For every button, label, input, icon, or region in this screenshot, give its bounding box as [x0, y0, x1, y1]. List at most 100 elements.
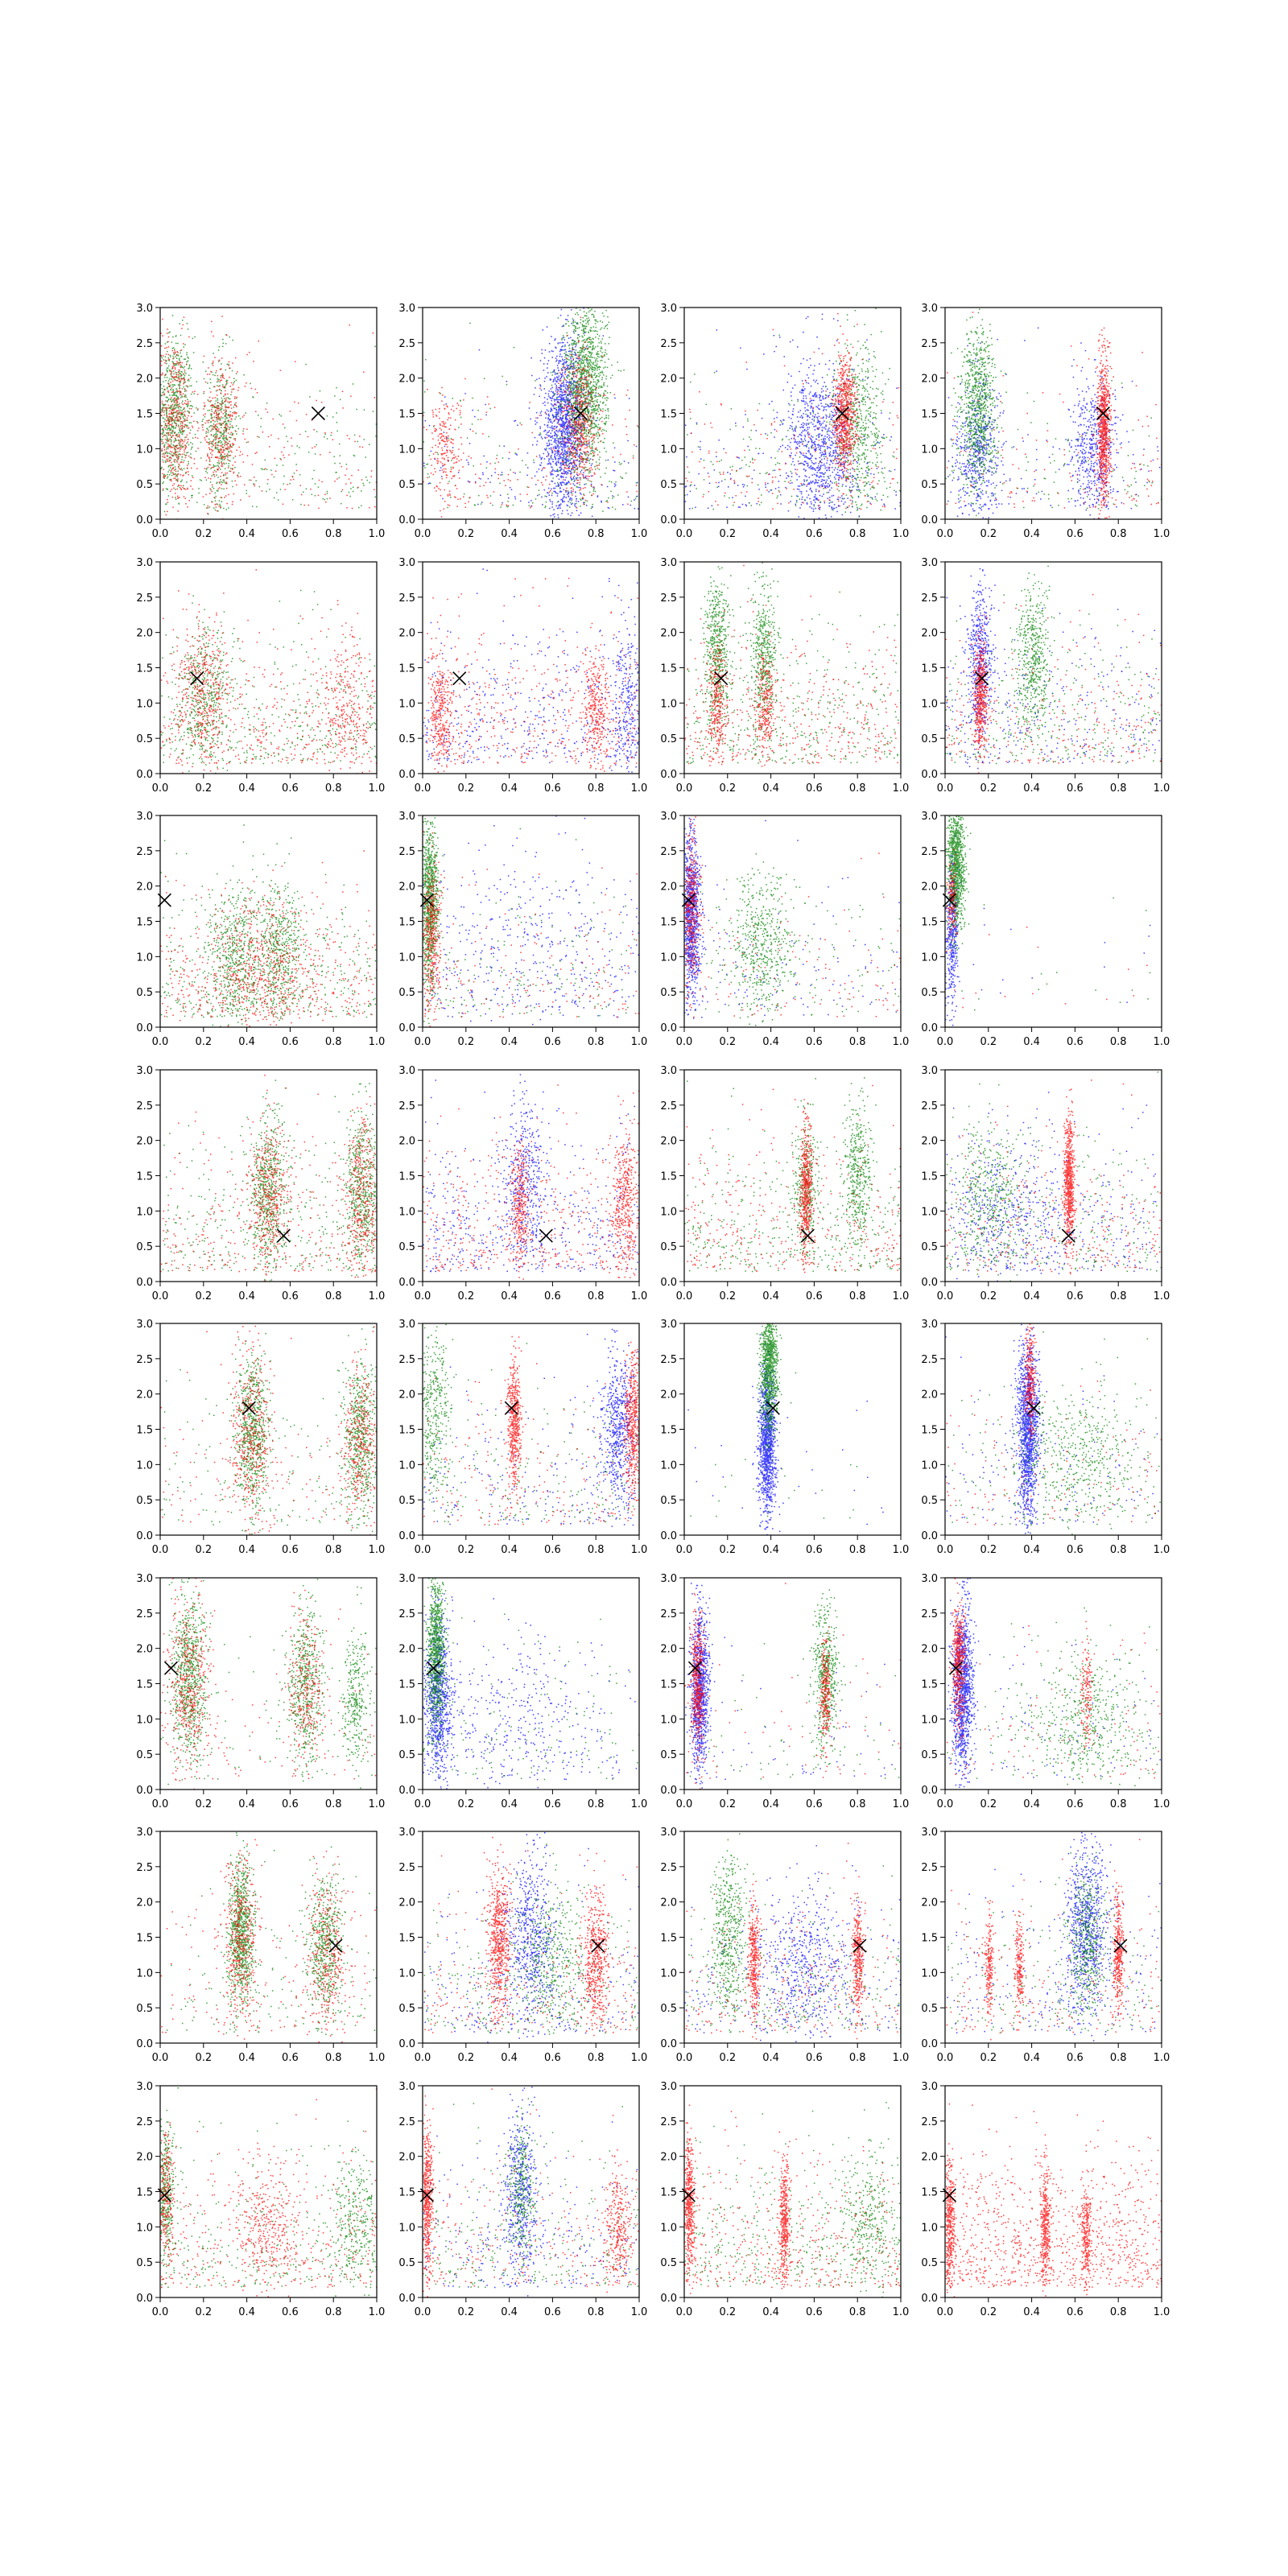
- x-tick-label: 0.0: [676, 1036, 693, 1048]
- y-tick-label: 1.5: [398, 1679, 415, 1691]
- y-tick-label: 0.0: [136, 2038, 153, 2050]
- y-tick-label: 0.5: [398, 479, 415, 491]
- x-tick-label: 0.6: [544, 1290, 561, 1302]
- y-tick-label: 0.0: [398, 2293, 415, 2305]
- x-tick-label: 0.6: [1067, 1290, 1084, 1302]
- y-tick-label: 1.0: [398, 698, 415, 710]
- y-tick-label: 1.5: [136, 2187, 153, 2199]
- x-tick-label: 1.0: [1154, 2052, 1170, 2064]
- y-tick-label: 0.0: [398, 1785, 415, 1797]
- y-tick-label: 2.0: [660, 1897, 677, 1909]
- y-tick-label: 2.5: [398, 1100, 415, 1113]
- y-tick-label: 1.0: [136, 2222, 153, 2234]
- x-tick-label: 0.6: [806, 1290, 823, 1302]
- y-tick-label: 2.0: [398, 374, 415, 386]
- x-tick-label: 0.8: [325, 1036, 342, 1048]
- y-tick-label: 1.0: [136, 444, 153, 456]
- y-tick-label: 0.5: [921, 987, 938, 999]
- y-tick-label: 0.5: [660, 2257, 677, 2269]
- y-tick-label: 2.5: [398, 2116, 415, 2128]
- y-tick-label: 2.0: [398, 2152, 415, 2164]
- y-tick-label: 2.0: [136, 2152, 153, 2164]
- x-tick-label: 0.6: [1067, 1798, 1084, 1810]
- x-tick-label: 0.8: [1110, 1290, 1127, 1302]
- x-tick-label: 1.0: [893, 1544, 910, 1556]
- y-tick-label: 3.0: [398, 1319, 415, 1331]
- y-tick-label: 3.0: [660, 1319, 677, 1331]
- y-tick-label: 2.5: [660, 1354, 677, 1366]
- x-tick-label: 0.6: [544, 2052, 561, 2064]
- x-tick-label: 1.0: [369, 1290, 386, 1302]
- y-tick-label: 1.5: [921, 409, 938, 421]
- y-tick-label: 2.5: [660, 338, 677, 350]
- y-tick-label: 0.5: [660, 987, 677, 999]
- x-tick-label: 0.6: [282, 1544, 299, 1556]
- y-tick-label: 0.5: [921, 1241, 938, 1253]
- x-tick-label: 0.4: [1023, 1036, 1040, 1048]
- y-tick-label: 1.5: [660, 409, 677, 421]
- x-tick-label: 1.0: [893, 528, 910, 540]
- y-tick-label: 1.0: [136, 1459, 153, 1472]
- y-tick-label: 0.0: [660, 1785, 677, 1797]
- x-tick-label: 1.0: [631, 1798, 648, 1810]
- x-tick-label: 0.4: [501, 528, 518, 540]
- x-tick-label: 0.2: [457, 1798, 474, 1810]
- y-tick-label: 3.0: [921, 1573, 938, 1585]
- x-tick-label: 0.8: [1110, 1544, 1127, 1556]
- x-tick-label: 0.2: [195, 528, 212, 540]
- x-tick-label: 0.0: [676, 782, 693, 795]
- y-tick-label: 3.0: [136, 1065, 153, 1077]
- y-tick-label: 1.5: [660, 1425, 677, 1437]
- y-tick-label: 3.0: [136, 2081, 153, 2093]
- x-tick-label: 0.8: [588, 528, 605, 540]
- x-tick-label: 0.2: [195, 782, 212, 795]
- y-tick-label: 0.0: [921, 1530, 938, 1542]
- y-tick-label: 2.0: [398, 1389, 415, 1402]
- y-tick-label: 1.0: [136, 1714, 153, 1726]
- x-tick-label: 0.0: [415, 1290, 431, 1302]
- x-tick-label: 0.0: [676, 1798, 693, 1810]
- x-tick-label: 0.0: [152, 1544, 169, 1556]
- x-tick-label: 0.2: [719, 528, 736, 540]
- x-tick-label: 0.6: [282, 782, 299, 795]
- y-tick-label: 1.5: [398, 917, 415, 929]
- y-tick-label: 2.0: [660, 2152, 677, 2164]
- x-tick-label: 0.8: [588, 1036, 605, 1048]
- y-tick-label: 1.0: [660, 1459, 677, 1472]
- y-tick-label: 2.5: [921, 1862, 938, 1874]
- y-tick-label: 2.5: [921, 592, 938, 605]
- y-tick-label: 2.5: [660, 1862, 677, 1874]
- x-tick-label: 0.4: [762, 528, 779, 540]
- x-tick-label: 0.0: [152, 1290, 169, 1302]
- x-tick-label: 0.6: [806, 1036, 823, 1048]
- y-tick-label: 0.5: [398, 733, 415, 745]
- x-tick-label: 1.0: [893, 2306, 910, 2318]
- y-tick-label: 2.0: [136, 1644, 153, 1656]
- x-tick-label: 0.2: [719, 1036, 736, 1048]
- x-tick-label: 0.0: [676, 2306, 693, 2318]
- y-tick-label: 0.0: [136, 514, 153, 526]
- x-tick-label: 0.2: [457, 1290, 474, 1302]
- x-tick-label: 1.0: [1154, 1798, 1170, 1810]
- x-tick-label: 0.2: [457, 1036, 474, 1048]
- x-tick-label: 0.6: [544, 1544, 561, 1556]
- x-tick-label: 1.0: [369, 1036, 386, 1048]
- x-tick-label: 0.8: [588, 2052, 605, 2064]
- y-tick-label: 2.5: [398, 1608, 415, 1620]
- y-tick-label: 2.0: [398, 881, 415, 894]
- y-tick-label: 3.0: [660, 1827, 677, 1839]
- x-tick-label: 0.2: [980, 2052, 997, 2064]
- y-tick-label: 0.0: [398, 514, 415, 526]
- y-tick-label: 2.5: [660, 1100, 677, 1113]
- x-tick-label: 0.6: [544, 1036, 561, 1048]
- x-tick-label: 0.4: [501, 2052, 518, 2064]
- y-tick-label: 0.0: [136, 1022, 153, 1034]
- x-tick-label: 0.2: [980, 528, 997, 540]
- x-tick-label: 0.4: [1023, 782, 1040, 795]
- x-tick-label: 0.8: [325, 1544, 342, 1556]
- y-tick-label: 3.0: [660, 811, 677, 823]
- y-tick-label: 0.5: [660, 1749, 677, 1761]
- x-tick-label: 1.0: [369, 2052, 386, 2064]
- y-tick-label: 0.5: [660, 2003, 677, 2015]
- y-tick-label: 3.0: [921, 1319, 938, 1331]
